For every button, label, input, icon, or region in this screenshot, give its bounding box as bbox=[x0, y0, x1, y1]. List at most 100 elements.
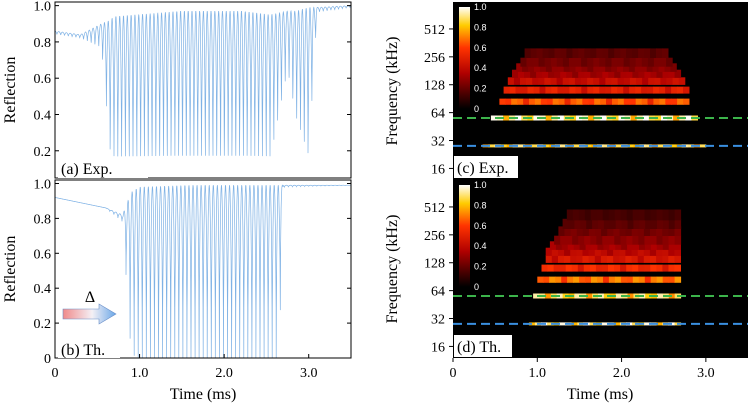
panel-b-xtick-label: 0 bbox=[52, 366, 59, 381]
panel-d-band-segment bbox=[555, 276, 562, 283]
panel-d-colorbar-bar bbox=[459, 185, 470, 287]
panel-d-xtick-label: 0 bbox=[450, 366, 457, 381]
panel-d-band-segment bbox=[626, 209, 634, 221]
panel-d-band-segment bbox=[597, 276, 604, 283]
panel-c-band-segment bbox=[599, 57, 606, 67]
panel-d-band-segment bbox=[657, 293, 664, 299]
panel-d-band-segment bbox=[650, 276, 658, 283]
panel-d-band-segment bbox=[621, 241, 628, 250]
panel-c-colorbar-bar bbox=[459, 7, 470, 109]
panel-d-band-segment bbox=[547, 322, 554, 326]
panel-d-band-segment bbox=[567, 241, 575, 250]
panel-c-band-segment bbox=[557, 63, 565, 72]
panel-d-band-segment bbox=[608, 264, 615, 272]
panel-d-band-segment bbox=[545, 247, 553, 256]
panel-d-band-segment bbox=[637, 255, 645, 263]
panel-d-band-segment bbox=[625, 255, 632, 263]
panel-d-band-segment bbox=[662, 255, 669, 263]
panel-d-band-segment bbox=[607, 226, 614, 236]
panel-d-band-segment bbox=[621, 218, 628, 229]
panel-c-band-segment bbox=[516, 63, 523, 72]
panel-a-ytick-label: 0.2 bbox=[34, 145, 52, 160]
panel-c-band-segment bbox=[507, 77, 515, 85]
panel-c-band-segment bbox=[530, 144, 538, 148]
panel-b-xtick-label: 1.0 bbox=[131, 366, 149, 381]
panel-d-band-segment bbox=[645, 218, 652, 229]
panel-c-band-segment bbox=[584, 69, 591, 78]
panel-d-band-segment bbox=[638, 276, 646, 283]
panel-d-band-segment bbox=[572, 209, 580, 221]
panel-d-band-segment bbox=[598, 218, 605, 229]
panel-d-band-segment bbox=[613, 226, 620, 236]
panel-d-band-segment bbox=[594, 255, 602, 263]
panel-d-band-segment bbox=[580, 218, 587, 229]
panel-c-band-segment bbox=[611, 63, 618, 72]
panel-d-band-segment bbox=[615, 241, 622, 250]
panel-c-band-segment bbox=[544, 77, 551, 85]
panel-c-band-segment bbox=[585, 144, 592, 148]
panel-d-band-segment bbox=[558, 255, 565, 263]
panel-d-band-segment bbox=[590, 209, 598, 221]
panel-c-band-segment bbox=[544, 57, 552, 67]
panel-d-band-segment bbox=[586, 218, 593, 229]
panel-d-band-segment bbox=[554, 235, 561, 245]
panel-d-ytick-label: 64 bbox=[431, 285, 445, 300]
panel-d-band-segment bbox=[631, 255, 639, 263]
panel-c-band-segment bbox=[536, 48, 544, 58]
panel-c-band-segment bbox=[656, 69, 663, 78]
panel-d-band-segment bbox=[643, 247, 651, 256]
panel-d-band-segment bbox=[567, 276, 574, 283]
panel-d-colorbar-tick-label: 0.8 bbox=[474, 200, 487, 210]
panel-d-colorbar-ticks: 0 0.2 0.4 0.6 0.8 1.0 bbox=[474, 180, 487, 292]
panel-d-band-segment bbox=[644, 209, 652, 221]
panel-d-band-segment bbox=[637, 226, 645, 236]
panel-a-ylabel: Reflection bbox=[2, 57, 19, 124]
panel-c-band-segment bbox=[602, 69, 609, 78]
panel-d-band-segment bbox=[602, 264, 609, 272]
panel-d-band-segment bbox=[589, 322, 597, 326]
panel-b-ytick-label: 0.2 bbox=[34, 317, 52, 332]
panel-c-band-segment bbox=[665, 98, 672, 105]
panel-d-band-segment bbox=[643, 255, 651, 263]
panel-c-band-segment bbox=[669, 144, 677, 148]
panel-d-band-segment bbox=[528, 322, 536, 326]
panel-c-band-segment bbox=[599, 63, 606, 72]
panel-c-band-segment bbox=[647, 86, 654, 94]
panel-c-band-segment bbox=[623, 77, 631, 85]
panel-c-band-segment bbox=[654, 115, 662, 121]
panel-d-band-segment bbox=[674, 218, 682, 229]
panel-c-band-segment bbox=[599, 86, 606, 94]
panel-d-band-segment bbox=[589, 264, 597, 272]
panel-c-band-segment bbox=[617, 77, 625, 85]
panel-d-band-segment bbox=[620, 209, 628, 221]
panel-d-band-segment bbox=[576, 255, 583, 263]
panel-d-band-segment bbox=[571, 322, 578, 326]
panel-d-band-segment bbox=[601, 226, 608, 236]
panel-c-band-segment bbox=[628, 63, 636, 72]
panel-a-yticks: 0.2 0.4 0.6 0.8 1.0 bbox=[34, 0, 351, 160]
panel-d-band-segment bbox=[588, 247, 596, 256]
panel-c-band-segment bbox=[575, 63, 582, 72]
panel-c-band-segment bbox=[670, 63, 677, 72]
panel-c-band-segment bbox=[563, 86, 570, 94]
panel-d-band-segment bbox=[614, 235, 621, 245]
panel-d-band-segment bbox=[570, 226, 578, 236]
panel-d-band-segment bbox=[591, 241, 598, 250]
panel-c-band-segment bbox=[554, 48, 561, 58]
panel-c-band-segment bbox=[638, 48, 645, 58]
panel-c-band-segment bbox=[581, 63, 588, 72]
panel-c-band-segment bbox=[644, 48, 651, 58]
panel-c-band-segment bbox=[629, 57, 637, 67]
panel-d-band-segment bbox=[613, 247, 620, 256]
panel-d-band-segment bbox=[603, 218, 611, 229]
panel-d-band-segment bbox=[668, 235, 675, 245]
panel-c-band-segment bbox=[529, 98, 536, 105]
panel-d-colorbar-tick-label: 0.6 bbox=[474, 221, 487, 231]
panel-d-band-segment bbox=[674, 276, 682, 283]
panel-c-ytick-label: 64 bbox=[431, 107, 445, 122]
panel-d-band-segment bbox=[614, 209, 622, 221]
panel-d-band-segment bbox=[586, 293, 593, 299]
panel-d-band-segment bbox=[582, 255, 590, 263]
panel-d-label: (d) Th. bbox=[457, 339, 501, 356]
panel-d-band-segment bbox=[613, 255, 620, 263]
